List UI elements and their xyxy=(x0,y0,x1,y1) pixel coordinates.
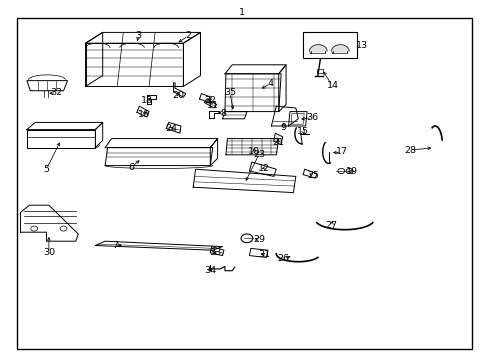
Text: 20: 20 xyxy=(172,91,184,100)
Text: 13: 13 xyxy=(355,41,367,50)
Text: 1: 1 xyxy=(239,8,244,17)
Polygon shape xyxy=(309,45,326,51)
Text: 25: 25 xyxy=(306,171,318,180)
Text: 10: 10 xyxy=(248,148,260,156)
Text: 12: 12 xyxy=(258,163,269,172)
Text: 6: 6 xyxy=(128,163,134,172)
Text: 35: 35 xyxy=(224,88,235,97)
Text: 3: 3 xyxy=(135,31,141,40)
Text: 8: 8 xyxy=(220,109,226,117)
Text: 5: 5 xyxy=(43,165,49,174)
Text: 11: 11 xyxy=(206,102,218,110)
Text: 4: 4 xyxy=(267,79,273,88)
Text: 33: 33 xyxy=(208,248,221,257)
Text: 22: 22 xyxy=(204,95,216,104)
Text: 26: 26 xyxy=(277,254,289,263)
Polygon shape xyxy=(331,45,348,51)
Text: 28: 28 xyxy=(404,145,416,155)
Text: 29: 29 xyxy=(253,235,264,244)
Text: 7: 7 xyxy=(112,241,118,250)
Text: 9: 9 xyxy=(280,123,286,132)
Text: 23: 23 xyxy=(253,150,264,158)
Text: 16: 16 xyxy=(138,110,150,119)
Text: 32: 32 xyxy=(50,88,62,97)
Bar xyxy=(303,32,356,58)
Text: 24: 24 xyxy=(165,124,177,133)
Text: 19: 19 xyxy=(346,167,357,176)
Text: 36: 36 xyxy=(305,113,317,122)
Text: 2: 2 xyxy=(185,31,191,40)
Text: 17: 17 xyxy=(336,148,347,156)
Text: 30: 30 xyxy=(43,248,55,257)
Text: 27: 27 xyxy=(325,221,337,230)
Text: 21: 21 xyxy=(272,138,284,147)
Text: 34: 34 xyxy=(204,266,216,275)
Text: 18: 18 xyxy=(141,95,152,104)
Text: 31: 31 xyxy=(258,251,269,259)
Text: 15: 15 xyxy=(297,127,308,136)
Text: 14: 14 xyxy=(326,81,338,90)
